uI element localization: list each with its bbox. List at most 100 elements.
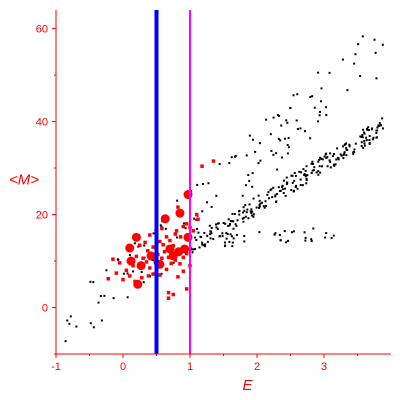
black-data-point — [128, 254, 131, 257]
black-data-point — [329, 166, 332, 169]
black-data-point — [329, 161, 332, 164]
black-data-point — [126, 272, 129, 275]
black-data-point — [270, 149, 273, 152]
black-data-point — [264, 200, 267, 203]
black-data-point — [372, 136, 375, 139]
y-tick-label: 40 — [36, 117, 48, 129]
black-data-point — [309, 96, 312, 99]
black-data-point — [243, 240, 246, 243]
red-data-point — [146, 249, 150, 253]
black-data-point — [221, 232, 224, 235]
black-data-point — [196, 183, 199, 186]
black-data-point — [345, 148, 348, 151]
black-data-point — [241, 194, 244, 197]
black-data-point — [342, 153, 345, 156]
red-data-point — [166, 255, 171, 260]
black-data-point — [299, 127, 302, 130]
black-data-point — [272, 153, 275, 156]
black-data-point — [365, 127, 368, 130]
black-data-point — [210, 232, 213, 235]
black-data-point — [367, 126, 370, 129]
black-data-point — [292, 190, 295, 193]
black-data-point — [212, 238, 215, 241]
black-data-point — [287, 137, 290, 140]
black-data-point — [368, 135, 371, 138]
black-data-point — [285, 176, 288, 179]
red-large-data-point — [126, 256, 136, 266]
black-data-point — [348, 143, 351, 146]
black-data-point — [359, 135, 362, 138]
black-data-point — [361, 133, 364, 136]
x-axis-label: E — [242, 377, 253, 394]
black-data-point — [360, 145, 363, 148]
black-data-point — [218, 235, 221, 238]
black-data-point — [304, 175, 307, 178]
black-data-point — [242, 216, 245, 219]
black-data-point — [381, 117, 384, 120]
black-data-point — [284, 187, 287, 190]
black-data-point — [208, 224, 211, 227]
black-data-point — [375, 131, 378, 134]
black-data-point — [192, 248, 195, 251]
black-data-point — [360, 136, 363, 139]
black-data-point — [320, 157, 323, 160]
black-data-point — [230, 235, 233, 238]
red-data-point — [148, 266, 152, 270]
y-tick-label: 20 — [36, 210, 48, 222]
black-data-point — [298, 170, 301, 173]
black-data-point — [228, 162, 231, 165]
black-data-point — [272, 116, 275, 119]
black-data-point — [286, 143, 289, 146]
black-data-point — [311, 160, 314, 163]
black-data-point — [251, 214, 254, 217]
black-data-point — [205, 201, 208, 204]
black-data-point — [152, 232, 155, 235]
red-data-point — [111, 257, 115, 261]
x-tick-label: 1 — [187, 361, 193, 373]
black-data-point — [159, 224, 162, 227]
black-data-point — [354, 142, 357, 145]
red-large-data-point — [131, 232, 141, 242]
black-data-point — [280, 124, 283, 127]
black-data-point — [258, 204, 261, 207]
black-data-point — [226, 233, 229, 236]
red-data-point — [169, 261, 173, 266]
black-data-point — [286, 181, 289, 184]
red-data-point — [146, 274, 151, 278]
black-data-point — [291, 181, 294, 184]
black-data-point — [193, 217, 196, 220]
black-data-point — [281, 188, 284, 191]
black-data-point — [221, 234, 224, 237]
black-data-point — [336, 147, 339, 150]
black-data-point — [305, 165, 308, 168]
red-data-point — [200, 164, 204, 168]
black-data-point — [254, 150, 257, 153]
black-data-point — [337, 158, 340, 161]
black-data-point — [305, 177, 308, 180]
black-data-point — [229, 223, 232, 226]
black-data-point — [345, 154, 348, 157]
black-data-point — [306, 174, 309, 177]
black-data-point — [363, 139, 366, 142]
black-data-point — [371, 138, 374, 141]
black-data-point — [251, 185, 254, 188]
black-data-point — [276, 114, 279, 117]
black-data-point — [299, 178, 302, 181]
red-data-point — [164, 235, 169, 239]
black-data-point — [286, 239, 289, 242]
black-data-point — [312, 227, 315, 230]
black-data-point — [290, 189, 293, 192]
black-data-point — [294, 186, 297, 189]
black-data-point — [295, 184, 298, 187]
black-data-point — [318, 114, 321, 117]
black-data-point — [242, 206, 245, 209]
black-data-point — [232, 237, 235, 240]
black-data-point — [299, 184, 302, 187]
black-data-point — [335, 158, 338, 161]
black-data-point — [66, 319, 69, 322]
black-data-point — [304, 169, 307, 172]
black-data-point — [302, 168, 305, 171]
red-data-point — [140, 276, 144, 280]
black-data-point — [285, 183, 288, 186]
red-data-point — [196, 217, 200, 221]
